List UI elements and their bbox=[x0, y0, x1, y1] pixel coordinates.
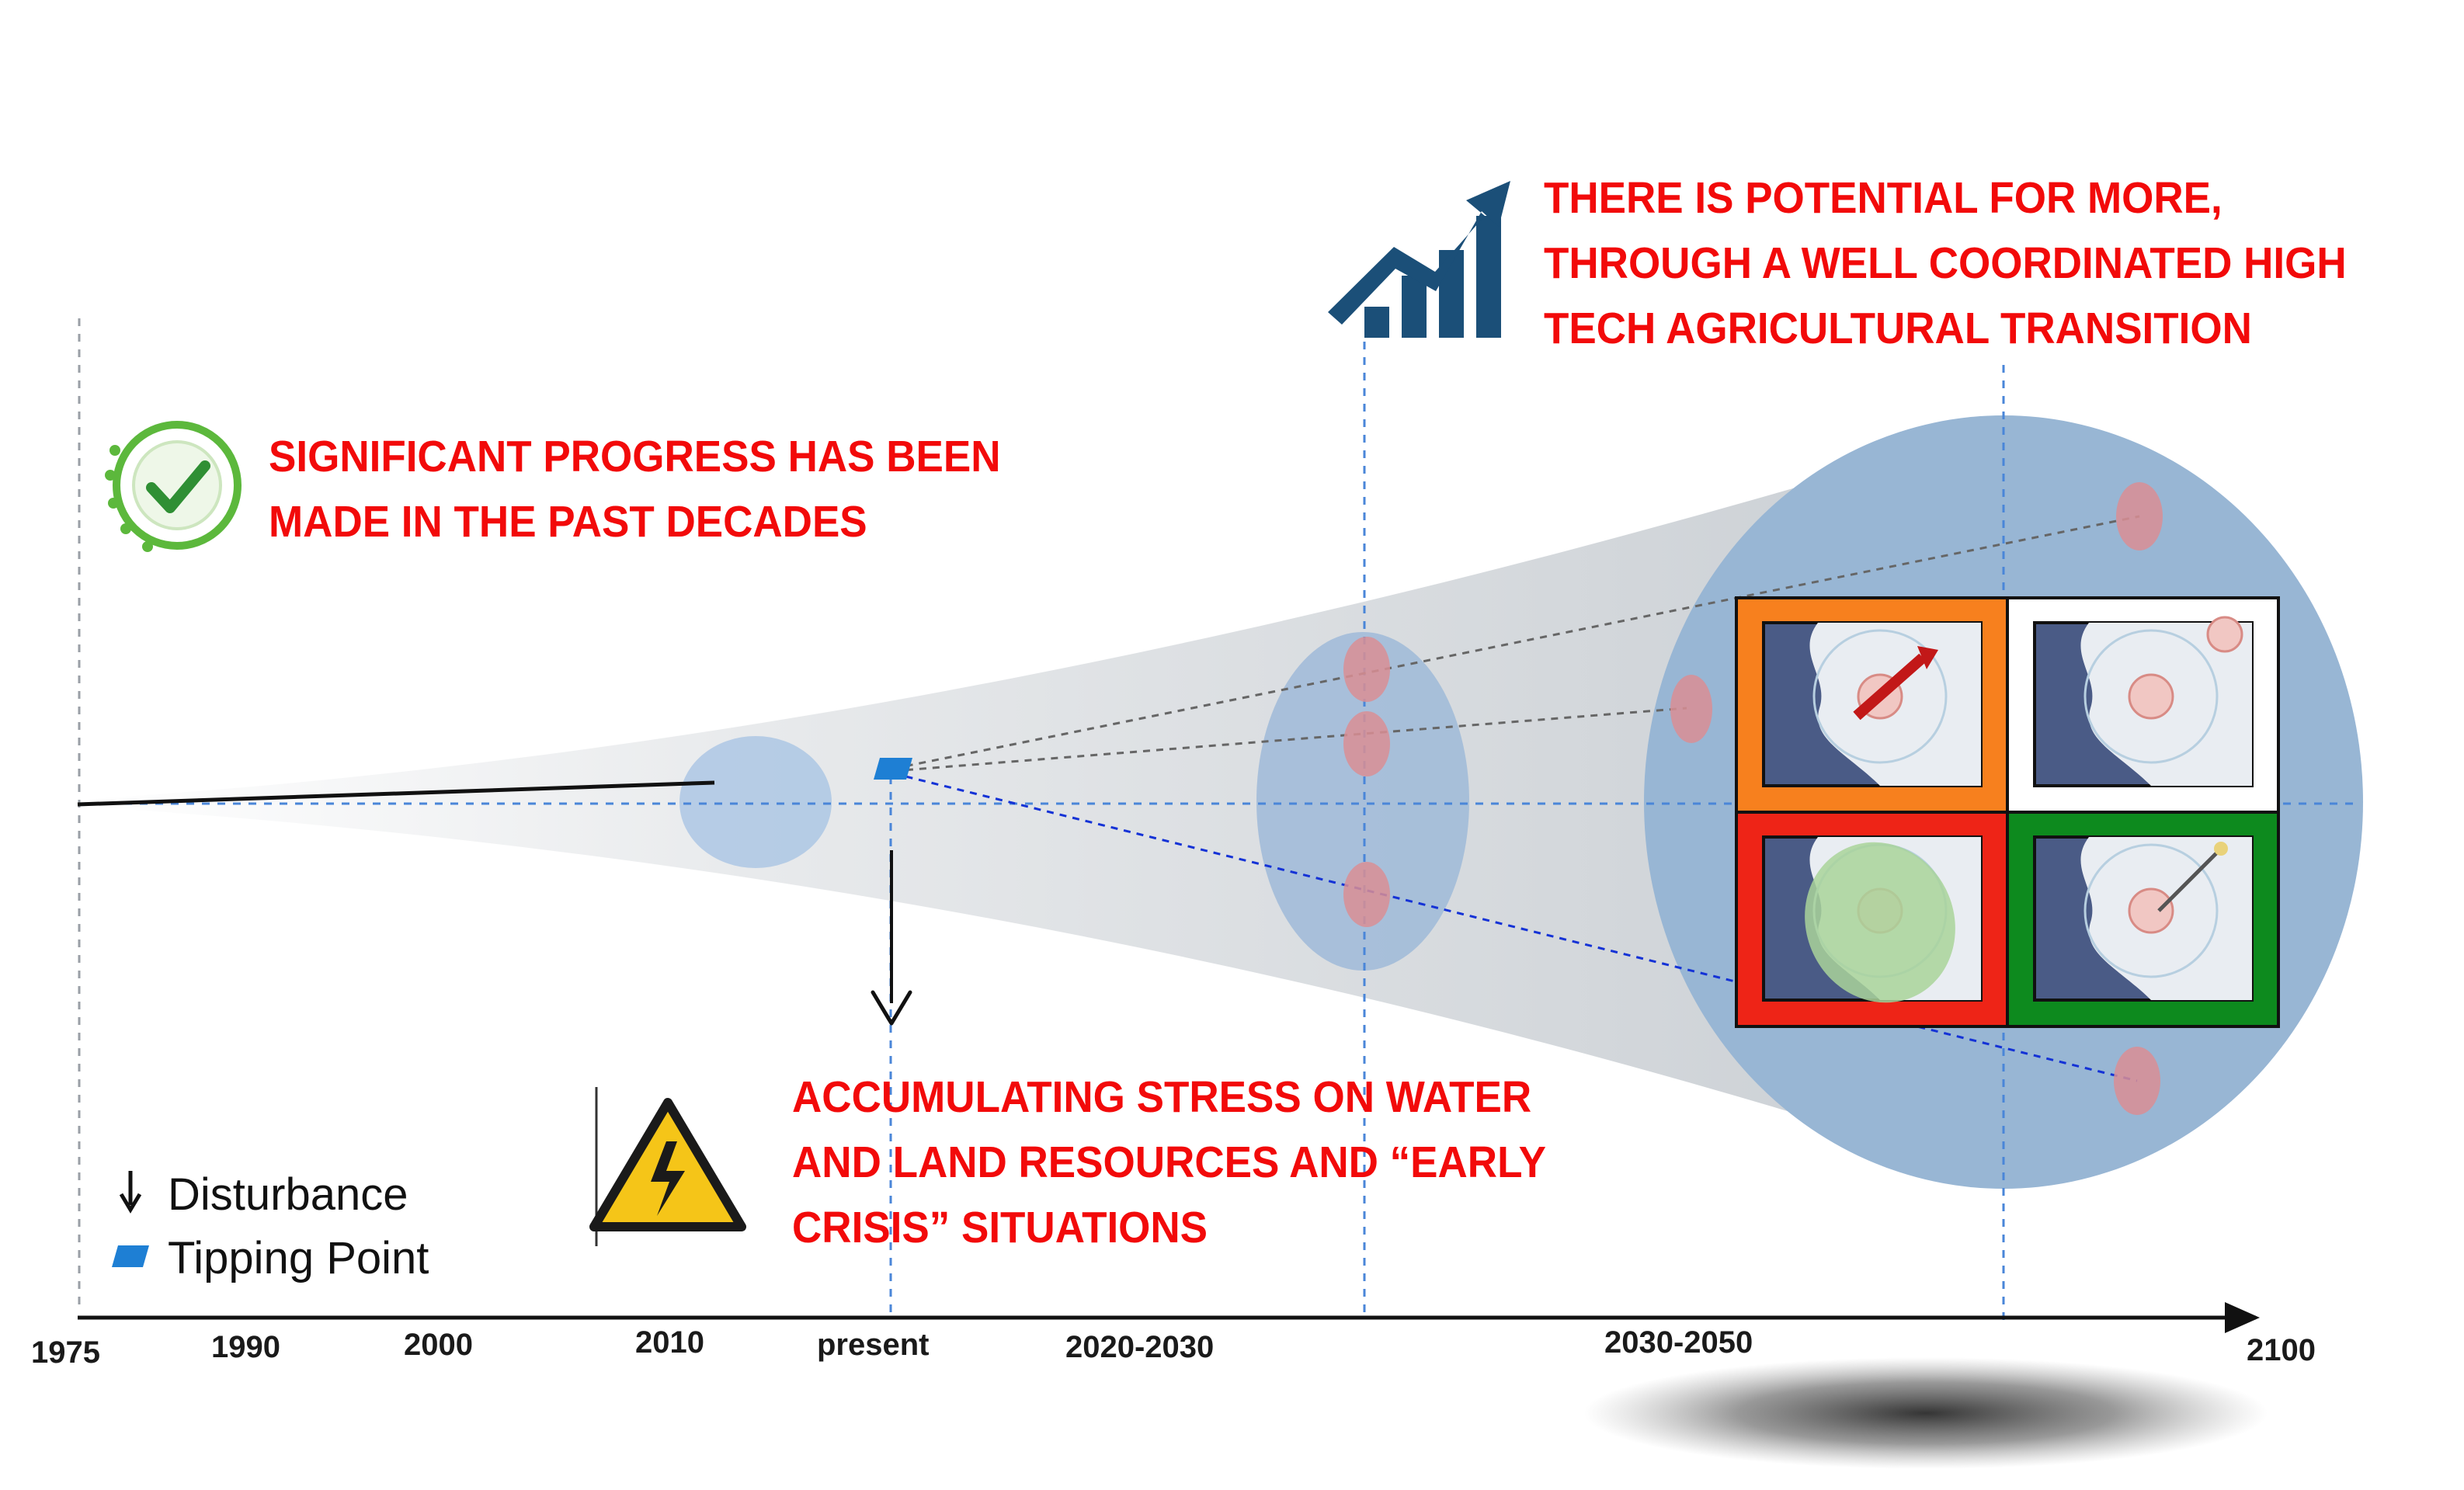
legend-tipping-point-label: Tipping Point bbox=[168, 1232, 429, 1283]
outcome-dot bbox=[2116, 482, 2163, 551]
stress-note-line: AND LAND RESOURCES AND “EARLY bbox=[792, 1137, 1546, 1187]
potential-note-line: TECH AGRICULTURAL TRANSITION bbox=[1544, 304, 2252, 353]
scenario-green-panel bbox=[2006, 811, 2280, 1028]
outcome-dot bbox=[1343, 862, 1390, 927]
trajectory-lower bbox=[892, 772, 2138, 1082]
legend-disturbance-arrow-icon bbox=[119, 1171, 142, 1214]
progress-note-line: SIGNIFICANT PROGRESS HAS BEEN bbox=[269, 432, 1001, 481]
high-voltage-warning-icon bbox=[589, 1098, 746, 1231]
scenario-orange-panel bbox=[1735, 596, 2009, 814]
disturbance-arrowhead bbox=[871, 990, 912, 1026]
tipping-point-marker bbox=[874, 758, 912, 780]
scenario-red-panel bbox=[1735, 811, 2009, 1028]
outcome-dot bbox=[2114, 1047, 2160, 1115]
potential-note: THERE IS POTENTIAL FOR MORE, THROUGH A W… bbox=[1544, 165, 2347, 361]
outcome-dot bbox=[1670, 675, 1712, 743]
axis-label: 2010 bbox=[635, 1325, 704, 1360]
legend-item-disturbance: Disturbance bbox=[112, 1163, 408, 1225]
progress-note-line: MADE IN THE PAST DECADES bbox=[269, 497, 867, 547]
axis-label: present bbox=[817, 1328, 930, 1362]
scenario-grid bbox=[1735, 596, 2280, 1028]
progress-note: SIGNIFICANT PROGRESS HAS BEEN MADE IN TH… bbox=[269, 424, 1001, 554]
cone-shadow bbox=[1584, 1357, 2268, 1469]
potential-note-line: THERE IS POTENTIAL FOR MORE, bbox=[1544, 173, 2222, 223]
axis-label: 2100 bbox=[2247, 1333, 2316, 1367]
axis-labels: 1975 1990 2000 2010 present 2020-2030 2030-205… bbox=[31, 1325, 2316, 1370]
historic-trajectory bbox=[77, 780, 715, 807]
potential-note-line: THROUGH A WELL COORDINATED HIGH bbox=[1544, 238, 2347, 288]
outcome-dot bbox=[1343, 637, 1390, 702]
trajectory-middle bbox=[892, 707, 1687, 773]
rising-chart-arrow-icon bbox=[1328, 181, 1510, 338]
outcome-dot bbox=[1343, 711, 1390, 776]
circular-check-icon bbox=[105, 421, 242, 552]
stress-note-line: CRISIS” SITUATIONS bbox=[792, 1203, 1208, 1252]
trajectory-upper bbox=[892, 515, 2140, 770]
axis-label: 1975 bbox=[31, 1335, 100, 1370]
axis-label: 2020-2030 bbox=[1065, 1330, 1214, 1364]
axis-label: 2000 bbox=[404, 1328, 473, 1362]
stress-note: ACCUMULATING STRESS ON WATER AND LAND RE… bbox=[792, 1065, 1546, 1260]
present-section-ellipse bbox=[679, 736, 832, 868]
midterm-section-ellipse bbox=[1256, 632, 1469, 971]
scenario-white-panel bbox=[2006, 596, 2280, 814]
legend-item-tipping-point: Tipping Point bbox=[112, 1227, 429, 1289]
legend-tipping-point-icon bbox=[112, 1245, 149, 1267]
uncertainty-cone bbox=[78, 425, 2004, 1179]
axis-label: 2030-2050 bbox=[1604, 1325, 1753, 1360]
legend-disturbance-label: Disturbance bbox=[168, 1169, 408, 1220]
stress-note-line: ACCUMULATING STRESS ON WATER bbox=[792, 1072, 1532, 1122]
axis-label: 1990 bbox=[211, 1330, 280, 1364]
